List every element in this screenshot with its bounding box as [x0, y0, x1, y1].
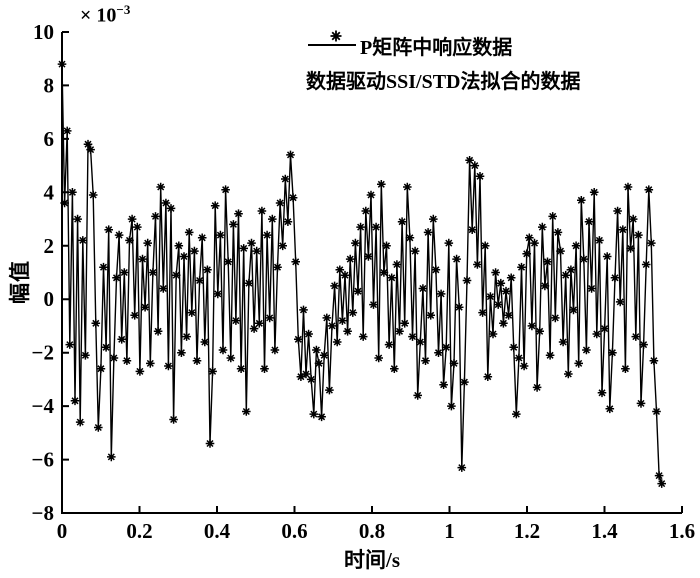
legend: P矩阵中响应数据 数据驱动SSI/STD法拟合的数据	[306, 28, 581, 96]
legend-label-fitted: 数据驱动SSI/STD法拟合的数据	[306, 70, 581, 93]
line-sample-icon	[308, 44, 356, 46]
x-tick-label: 0.6	[281, 519, 307, 543]
x-tick-label: 0	[57, 519, 68, 543]
x-tick-label: 0.8	[359, 519, 385, 543]
y-tick-label: 2	[44, 234, 55, 258]
x-tick-label: 1.6	[669, 519, 695, 543]
y-tick-label: 10	[33, 20, 54, 44]
asterisk-marker-icon	[330, 30, 342, 42]
y-tick-label: 8	[44, 73, 55, 97]
y-tick-label: −2	[32, 341, 54, 365]
legend-item-response: P矩阵中响应数据	[306, 28, 581, 62]
x-tick-label: 1.2	[514, 519, 540, 543]
scale-base: × 10	[80, 4, 117, 27]
y-tick-label: −4	[32, 394, 55, 418]
y-tick-label: 4	[44, 180, 55, 204]
response-line-series	[61, 64, 663, 484]
axis-ticks	[61, 31, 683, 514]
y-axis-title: 幅值	[8, 260, 32, 304]
x-tick-label: 1.4	[591, 519, 618, 543]
y-tick-label: 6	[44, 127, 55, 151]
legend-item-fitted: 数据驱动SSI/STD法拟合的数据	[306, 30, 581, 96]
x-axis-title: 时间/s	[343, 548, 401, 572]
x-tick-label: 1	[444, 519, 455, 543]
legend-label-response: P矩阵中响应数据	[360, 36, 513, 59]
x-tick-label: 0.2	[126, 519, 152, 543]
y-tick-label: −8	[32, 501, 54, 525]
scale-exponent: −3	[116, 2, 131, 17]
x-tick-label: 0.4	[204, 519, 231, 543]
y-tick-label: −6	[32, 448, 54, 472]
y-tick-label: 0	[44, 287, 55, 311]
y-axis-scale-label: × 10−3	[80, 2, 130, 28]
